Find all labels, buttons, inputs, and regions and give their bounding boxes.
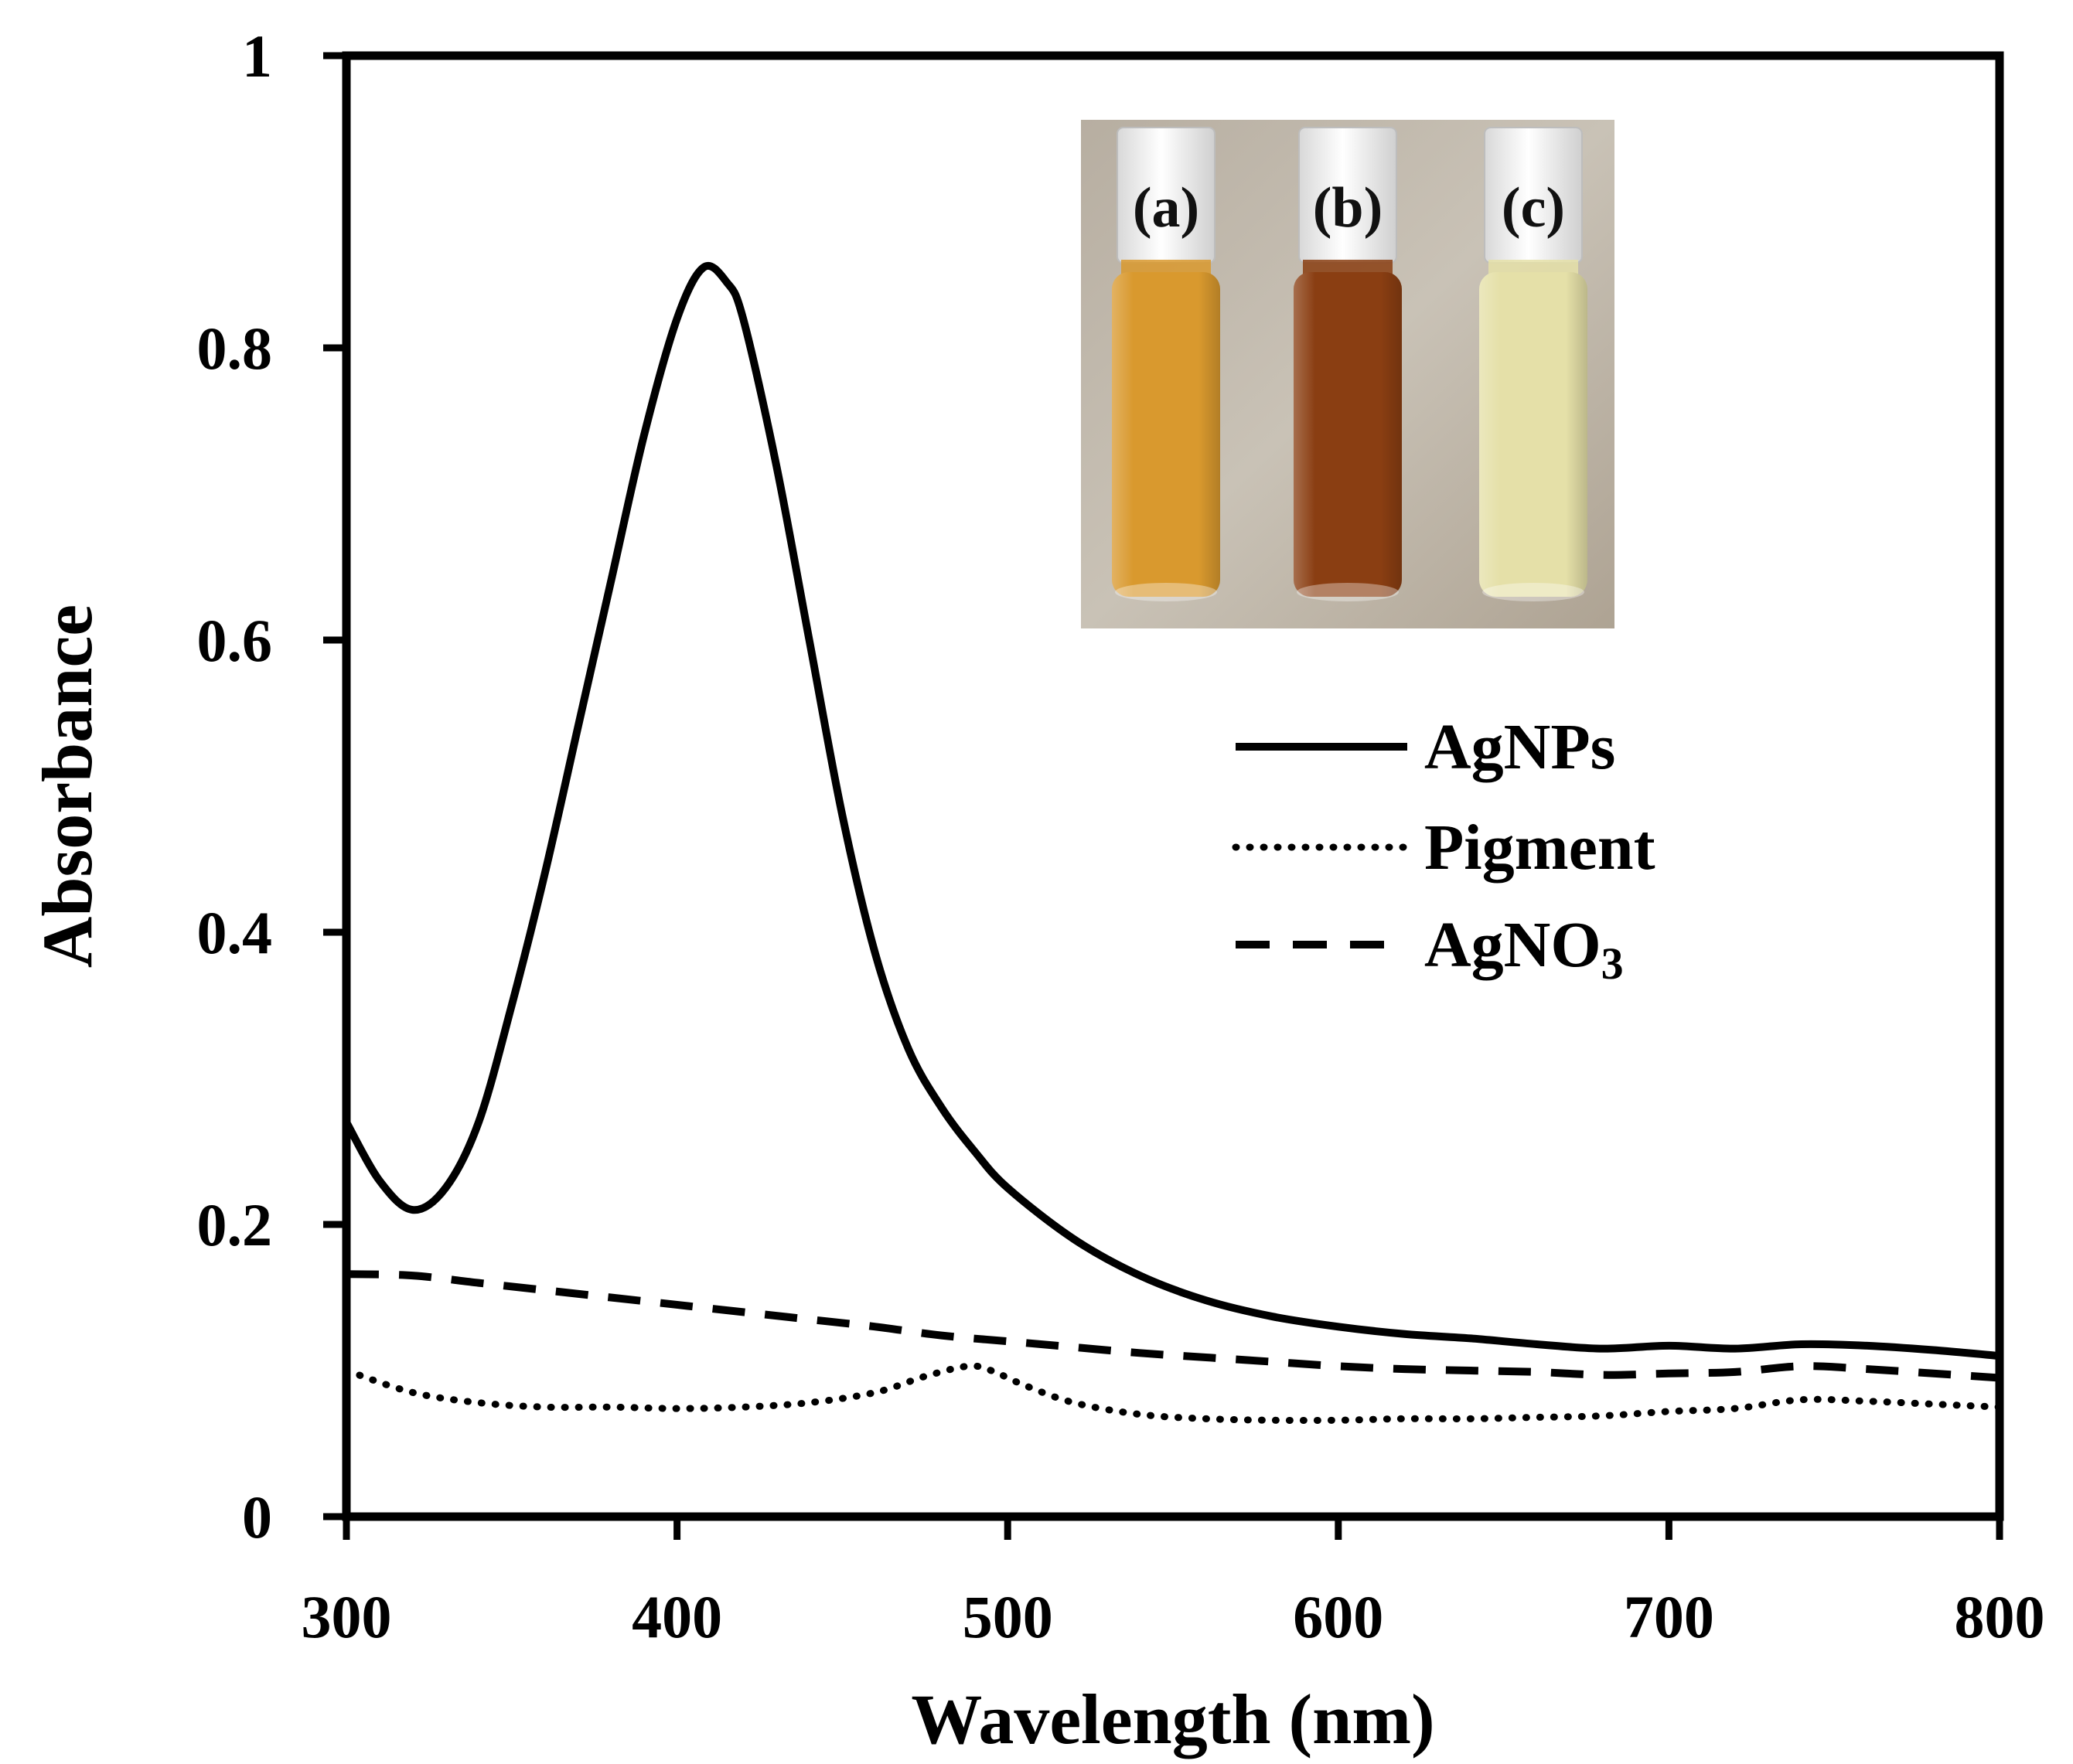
vial-glass xyxy=(1479,272,1587,597)
legend-label: AgNPs xyxy=(1424,711,1615,783)
y-tick-label: 0.8 xyxy=(197,315,273,382)
series-layer xyxy=(343,262,2003,1424)
y-tick-label: 0.2 xyxy=(197,1191,273,1258)
series-line-agnps xyxy=(343,262,2000,1360)
series-line-agno3 xyxy=(346,1270,2000,1382)
legend: AgNPs Pigment AgNO3 xyxy=(1232,711,1655,989)
x-axis-title: Wavelength (nm) xyxy=(911,1680,1434,1759)
plot-frame xyxy=(342,51,2004,1521)
x-tick-label: 500 xyxy=(963,1583,1053,1650)
vial-base xyxy=(1115,583,1217,601)
legend-label-subscript: 3 xyxy=(1601,938,1624,989)
vial-glass xyxy=(1112,272,1220,597)
y-tick-label: 0.6 xyxy=(197,607,273,674)
vial-base xyxy=(1297,583,1399,601)
legend-label: AgNO3 xyxy=(1424,909,1624,989)
vial-base xyxy=(1482,583,1584,601)
legend-label-text: Pigment xyxy=(1424,812,1655,884)
series-line-pigment xyxy=(343,1362,2003,1424)
vial: (a) xyxy=(1112,127,1220,601)
vial: (c) xyxy=(1479,127,1587,601)
y-tick-label: 0.4 xyxy=(197,899,273,966)
y-tick-label: 0 xyxy=(242,1483,272,1551)
x-tick-label: 300 xyxy=(302,1583,392,1650)
vial-label: (b) xyxy=(1313,176,1383,240)
legend-label-text: AgNPs xyxy=(1424,711,1615,783)
x-tick-label: 600 xyxy=(1293,1583,1383,1650)
legend-label: Pigment xyxy=(1424,812,1655,884)
inset-photo: (a) (b) (c) xyxy=(1081,120,1614,628)
y-tick-label: 1 xyxy=(242,22,272,90)
x-tick-label: 700 xyxy=(1624,1583,1714,1650)
legend-label-text: AgNO xyxy=(1424,909,1601,981)
x-tick-label: 400 xyxy=(632,1583,722,1650)
vial: (b) xyxy=(1294,127,1402,601)
x-tick-label: 800 xyxy=(1955,1583,2045,1650)
y-axis-title: Absorbance xyxy=(28,604,107,968)
vial-label: (c) xyxy=(1502,176,1565,240)
vial-glass xyxy=(1294,272,1402,597)
vial-label: (a) xyxy=(1133,176,1199,240)
axis-ticks: 300 400 500 600 700 800 0 0.2 0.4 0.6 0.8 1 xyxy=(197,22,2045,1650)
